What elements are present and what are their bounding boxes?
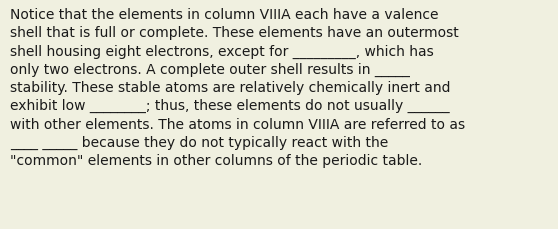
Text: Notice that the elements in column VIIIA each have a valence
shell that is full : Notice that the elements in column VIIIA… (10, 8, 465, 167)
